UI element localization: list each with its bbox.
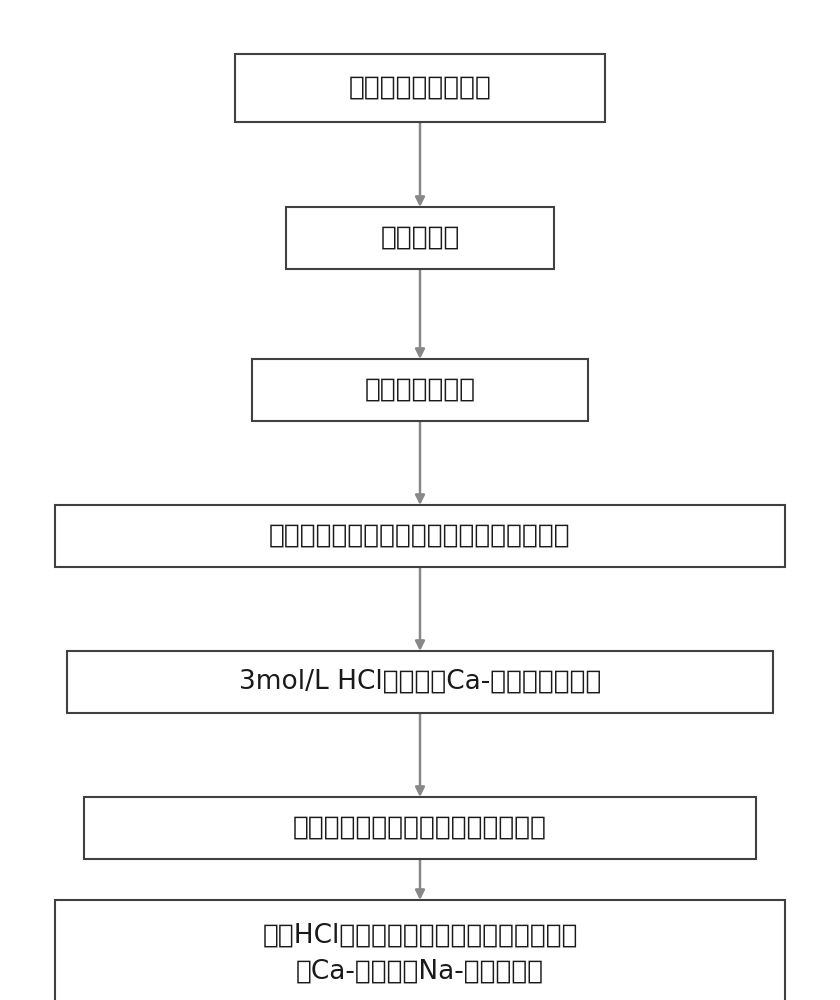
Bar (55, 505, 785, 567)
Text: 3mol/L HCl处理去除Ca-蒙脱石和绿泥石: 3mol/L HCl处理去除Ca-蒙脱石和绿泥石 (239, 669, 601, 695)
Text: 再次乙二醇雾化处理并计算相对含量: 再次乙二醇雾化处理并计算相对含量 (293, 815, 547, 841)
Text: 制备定向片: 制备定向片 (381, 225, 459, 251)
Text: 富集并提取黏土矿物: 富集并提取黏土矿物 (349, 75, 491, 101)
Text: 根据特征衍射峰面积计算黏土矿物相对含量: 根据特征衍射峰面积计算黏土矿物相对含量 (269, 523, 571, 549)
Bar (84, 797, 756, 859)
Bar (55, 900, 785, 1000)
Text: 乙二醇雾化处理: 乙二醇雾化处理 (365, 377, 475, 403)
Bar (235, 54, 605, 122)
Bar (67, 651, 773, 713)
Text: 根据HCl处理前后黏土矿物相对含量之差计
算Ca-蒙脱石和Na-蒙脱石含量: 根据HCl处理前后黏土矿物相对含量之差计 算Ca-蒙脱石和Na-蒙脱石含量 (262, 923, 578, 985)
Bar (286, 207, 554, 269)
Bar (252, 359, 588, 421)
